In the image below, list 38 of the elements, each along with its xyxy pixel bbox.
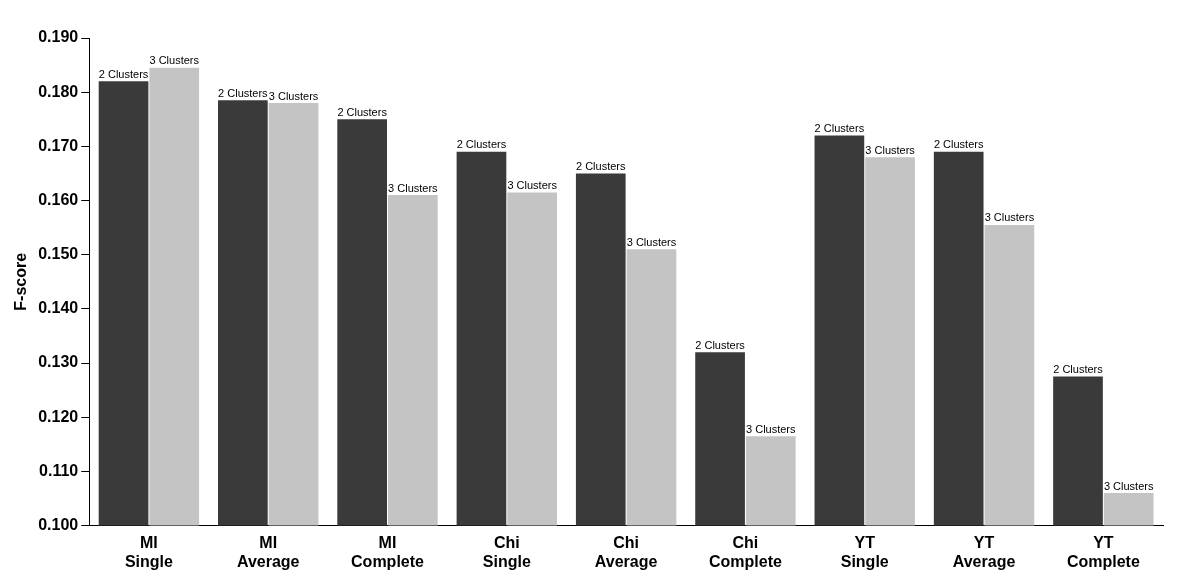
series-label: 2 Clusters: [218, 86, 269, 99]
text: 2 Clusters: [814, 122, 865, 135]
x-tick-label: YT Average: [952, 533, 1016, 570]
x-tick-label: Chi Single: [482, 533, 531, 570]
x-tick-label: Chi Average: [594, 533, 658, 570]
y-tick-label: 0.160: [38, 190, 79, 208]
x-tick-label: Chi Complete: [708, 533, 782, 570]
x-tick-label: YT Complete: [1066, 533, 1140, 570]
text: 3 Clusters: [865, 143, 915, 156]
text: 2 Clusters: [695, 338, 745, 351]
text: 2 Clusters: [98, 67, 149, 80]
y-tick-label: 0.190: [38, 28, 79, 46]
text: 3 Clusters: [984, 211, 1035, 224]
y-tick-label: 0.130: [38, 353, 79, 371]
text: 3 Clusters: [268, 89, 319, 102]
text: 3 Clusters: [149, 54, 200, 67]
text: 3 Clusters: [388, 181, 438, 194]
y-tick-label: 0.120: [38, 407, 79, 425]
text: 3 Clusters: [507, 178, 557, 191]
y-tick-label: 0.140: [38, 299, 79, 317]
series-label: 3 Clusters: [746, 422, 797, 435]
text: 2 Clusters: [933, 138, 984, 151]
text: 2 Clusters: [456, 138, 507, 151]
text: 2 Clusters: [337, 105, 387, 118]
x-tick-label: MI Complete: [351, 533, 425, 570]
text: 3 Clusters: [626, 235, 677, 248]
y-tick-label: 0.110: [39, 461, 79, 479]
x-tick-label: MI Single: [124, 533, 173, 570]
text: 2 Clusters: [576, 159, 626, 172]
text: 2 Clusters: [1053, 363, 1103, 376]
y-tick-label: 0.180: [38, 82, 79, 100]
x-tick-label: YT Single: [840, 533, 889, 570]
x-tick-label: MI Average: [236, 533, 300, 570]
y-axis-title: F-score: [12, 252, 30, 311]
y-tick-label: 0.170: [38, 136, 79, 154]
text: 3 Clusters: [1103, 479, 1154, 492]
y-tick-label: 0.100: [38, 516, 79, 534]
y-tick-label: 0.150: [38, 245, 79, 263]
